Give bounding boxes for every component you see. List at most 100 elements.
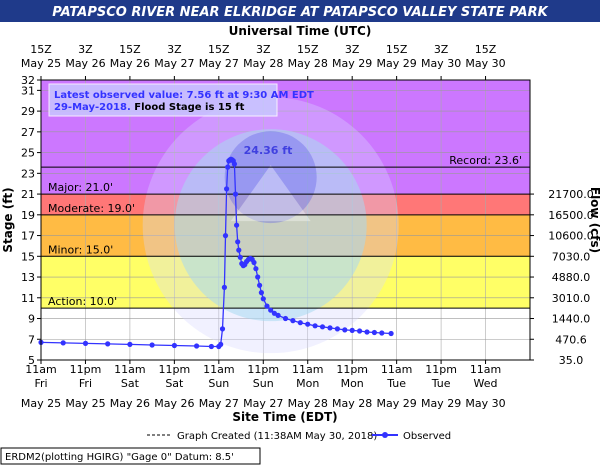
series-point xyxy=(255,274,261,280)
series-point xyxy=(258,290,264,296)
latest-flood-stage: Flood Stage is 15 ft xyxy=(131,102,245,113)
y2-tick-label: 35.0 xyxy=(559,354,584,367)
footer: ERDM2(plotting HGIRG) "Gage 0" Datum: 8.… xyxy=(0,447,261,465)
legend-created: Graph Created (11:38AM May 30, 2018) xyxy=(177,431,377,442)
series-point xyxy=(82,340,89,346)
bottom-tick-label: May 29 xyxy=(377,397,417,410)
bottom-tick-label: May 25 xyxy=(65,397,105,410)
bottom-tick-label: 11am xyxy=(25,363,56,376)
series-point xyxy=(236,247,242,253)
top-tick-label: May 30 xyxy=(465,57,505,70)
y2-tick-label: 16500.0 xyxy=(548,209,594,222)
footer-text: ERDM2(plotting HGIRG) "Gage 0" Datum: 8.… xyxy=(5,452,234,463)
y-tick-label: 17 xyxy=(21,230,35,243)
series-point xyxy=(312,323,318,329)
bottom-tick-label: Tue xyxy=(431,377,451,390)
series-point xyxy=(371,329,377,336)
bottom-tick-label: 11am xyxy=(470,363,501,376)
bottom-tick-label: 11pm xyxy=(70,363,102,376)
top-tick-label: May 29 xyxy=(377,57,417,70)
y2-tick-label: 21700.0 xyxy=(548,188,594,201)
flood-stage-lines: Major: 21.0' Moderate: 19.0' Minor: 15.0' A… xyxy=(41,154,530,309)
stage-label-minor: Minor: 15.0' xyxy=(48,243,113,256)
series-point xyxy=(221,284,227,290)
chart-title: PATAPSCO RIVER NEAR ELKRIDGE AT PATAPSCO… xyxy=(52,5,548,20)
bottom-tick-label: May 28 xyxy=(288,397,328,410)
bottom-tick-label: Fri xyxy=(79,377,92,390)
series-point xyxy=(290,318,296,324)
stage-label-major: Major: 21.0' xyxy=(48,181,113,194)
series-point xyxy=(357,328,363,334)
record-label: Record: 23.6' xyxy=(449,154,522,167)
legend-observed: Observed xyxy=(403,431,451,442)
watermark-top xyxy=(224,131,317,224)
top-tick-label: 15Z xyxy=(208,43,230,56)
series-point xyxy=(264,303,270,309)
series-point xyxy=(388,330,394,337)
legend: Graph Created (11:38AM May 30, 2018) Obs… xyxy=(147,431,451,442)
series-point xyxy=(305,321,311,327)
bottom-tick-label: Mon xyxy=(296,377,319,390)
series-point xyxy=(218,341,224,347)
top-tick-label: 15Z xyxy=(475,43,497,56)
y-tick-label: 29 xyxy=(21,105,35,118)
bottom-tick-label: 11pm xyxy=(247,363,279,376)
top-tick-label: May 26 xyxy=(110,57,150,70)
series-point xyxy=(208,343,214,350)
top-tick-label: 3Z xyxy=(256,43,271,56)
bottom-tick-label: 11pm xyxy=(159,363,191,376)
bottom-tick-label: 11pm xyxy=(425,363,457,376)
bottom-tick-label: 11am xyxy=(381,363,412,376)
series-point xyxy=(194,343,200,349)
y2-tick-label: 1440.0 xyxy=(552,313,591,326)
bottom-tick-label: May 29 xyxy=(421,397,461,410)
bottom-tick-label: Sun xyxy=(208,377,229,390)
bottom-tick-label: May 27 xyxy=(243,397,283,410)
noaa-watermark xyxy=(142,97,399,354)
series-point xyxy=(268,307,274,313)
bottom-tick-label: Sat xyxy=(165,377,184,390)
title-bar xyxy=(0,0,600,22)
y-tick-label: 11 xyxy=(21,292,35,305)
series-point xyxy=(342,327,348,333)
top-tick-label: May 26 xyxy=(65,57,105,70)
top-tick-label: May 28 xyxy=(288,57,328,70)
series-point xyxy=(379,330,385,336)
series-point xyxy=(149,342,155,348)
latest-line1: Latest observed value: 7.56 ft at 9:30 A… xyxy=(54,90,314,101)
latest-date: 29-May-2018. xyxy=(54,102,131,113)
series-point xyxy=(364,329,370,335)
series-point xyxy=(60,340,66,346)
y2-tick-label: 7030.0 xyxy=(552,250,591,263)
y2-tick-label: 10600.0 xyxy=(548,230,594,243)
y-axis-title: Stage (ft) xyxy=(1,187,15,252)
watermark-disc xyxy=(174,129,367,322)
latest-observed-box: Latest observed value: 7.56 ft at 9:30 A… xyxy=(48,83,314,117)
series-point xyxy=(219,326,226,332)
stage-label-moderate: Moderate: 19.0' xyxy=(48,202,135,215)
series-point xyxy=(231,161,237,167)
bottom-tick-label: May 27 xyxy=(199,397,239,410)
y-tick-label: 25 xyxy=(21,147,35,160)
series-point xyxy=(257,282,263,288)
y-tick-label: 23 xyxy=(21,167,35,180)
top-tick-label: 3Z xyxy=(167,43,182,56)
watermark-bird-icon xyxy=(230,165,311,222)
y2-tick-label: 4880.0 xyxy=(552,271,591,284)
top-tick-label: May 28 xyxy=(243,57,283,70)
top-axis-label: Universal Time (UTC) xyxy=(229,24,372,38)
series-point xyxy=(282,315,289,322)
y-tick-label: 21 xyxy=(21,188,35,201)
series-point xyxy=(105,341,111,347)
series-point xyxy=(260,296,266,302)
bottom-tick-label: 11am xyxy=(114,363,145,376)
stage-label-action: Action: 10.0' xyxy=(48,295,117,308)
bottom-tick-label: May 25 xyxy=(21,397,61,410)
y-tick-label: 5 xyxy=(28,354,35,367)
series-point xyxy=(127,341,133,347)
bottom-tick-label: 11am xyxy=(203,363,234,376)
series-point xyxy=(232,191,239,197)
peak-label: 24.36 ft xyxy=(244,144,293,157)
series-point xyxy=(327,325,333,331)
